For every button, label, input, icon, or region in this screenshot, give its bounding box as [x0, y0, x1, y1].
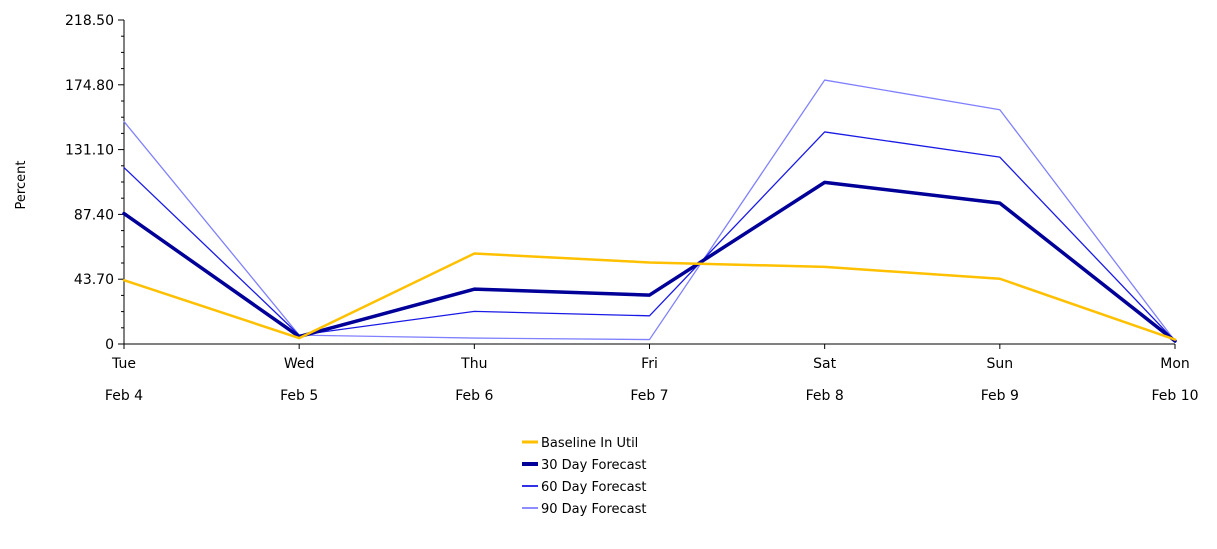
- legend: Baseline In Util 30 Day Forecast 60 Day Fo…: [522, 436, 647, 517]
- x-tick-date-label: Feb 8: [806, 388, 844, 404]
- legend-label: Baseline In Util: [541, 436, 638, 451]
- x-tick-date-label: Feb 4: [105, 388, 143, 404]
- x-tick-day-label: Sun: [987, 356, 1014, 372]
- x-tick-day-label: Tue: [111, 356, 136, 372]
- x-tick-day-label: Sat: [813, 356, 836, 372]
- y-tick-label: 174.80: [65, 78, 114, 94]
- series-line-90-day-forecast: [123, 79, 1176, 342]
- series-line-baseline-in-util: [122, 252, 1177, 341]
- y-tick-label: 218.50: [65, 13, 114, 29]
- x-axis: Tue Feb 4 Wed Feb 5 Thu Feb 6 Fri Feb 7 Sat Feb 8…: [105, 343, 1199, 404]
- x-tick-day-label: Mon: [1160, 356, 1190, 372]
- y-tick-label: 87.40: [74, 207, 114, 223]
- series-line-30-day-forecast: [122, 180, 1177, 343]
- x-tick-date-label: Feb 9: [981, 388, 1019, 404]
- y-axis-title: Percent: [14, 161, 29, 210]
- x-tick-date-label: Feb 7: [630, 388, 668, 404]
- x-tick-date-label: Feb 10: [1151, 388, 1198, 404]
- x-tick-day-label: Thu: [460, 356, 487, 372]
- y-tick-label: 43.70: [74, 272, 114, 288]
- legend-label: 30 Day Forecast: [541, 458, 647, 473]
- x-tick-date-label: Feb 5: [280, 388, 318, 404]
- y-tick-label: 131.10: [65, 143, 114, 159]
- legend-label: 60 Day Forecast: [541, 480, 647, 495]
- y-tick-label: 0: [105, 337, 114, 353]
- series-layer: [122, 79, 1177, 343]
- x-tick-day-label: Wed: [284, 356, 315, 372]
- y-axis: 0 43.70 87.40 131.10 174.80 218.50: [65, 13, 125, 353]
- series-line-60-day-forecast: [123, 131, 1176, 342]
- x-tick-date-label: Feb 6: [455, 388, 493, 404]
- legend-label: 90 Day Forecast: [541, 502, 647, 517]
- x-tick-day-label: Fri: [641, 356, 658, 372]
